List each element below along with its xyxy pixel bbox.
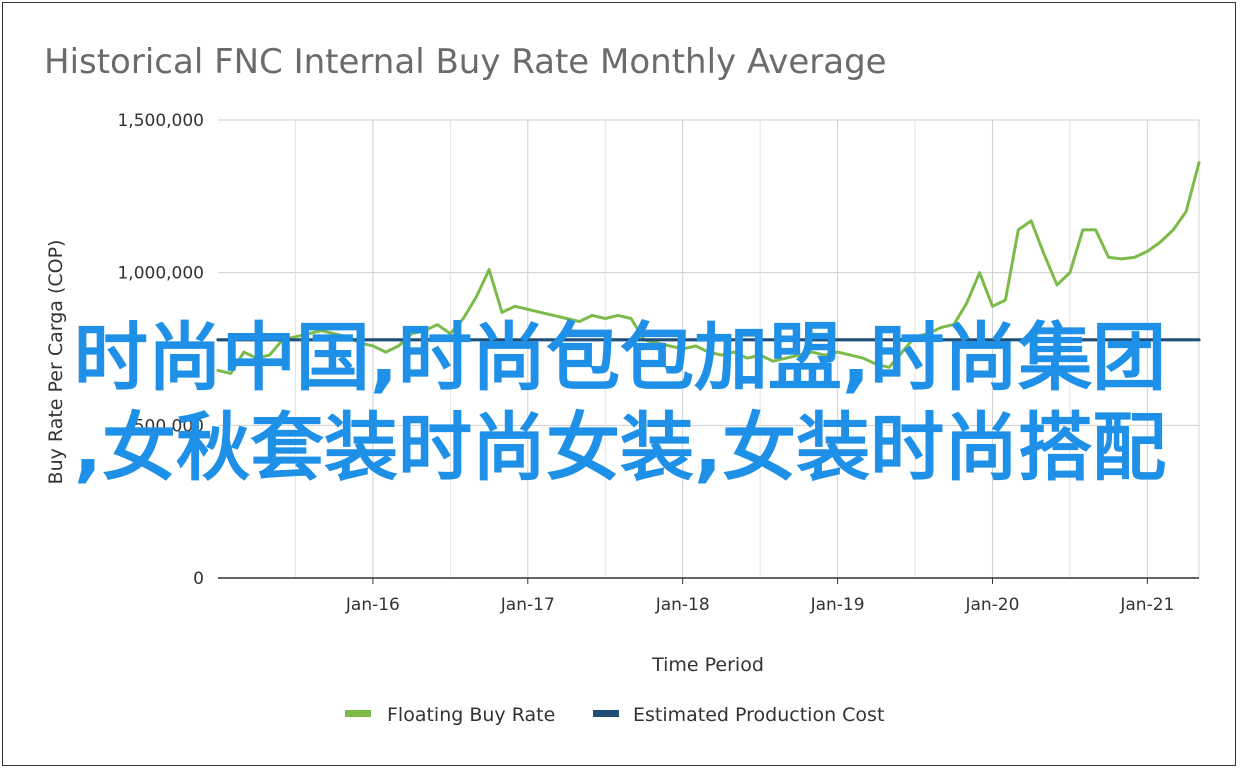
- legend-swatch: [593, 710, 619, 717]
- x-tick-label: Jan-16: [345, 595, 400, 615]
- x-tick-label: Jan-21: [1119, 595, 1174, 615]
- overlay-watermark-line-2: ,女秋套装时尚女装,女装时尚搭配: [73, 405, 1167, 491]
- y-tick-label: 0: [193, 569, 204, 589]
- y-tick-label: 1,000,000: [117, 264, 204, 284]
- x-tick-label: Jan-20: [964, 595, 1019, 615]
- horizontal-gridlines: [218, 119, 1199, 426]
- series-line-floating-buy-rate: [216, 161, 1201, 375]
- vertical-gridlines: [294, 120, 1200, 578]
- y-axis-tick-labels: 0 500,000 1,000,000 1,500,000: [117, 111, 204, 589]
- x-tick-label: Jan-17: [500, 595, 555, 615]
- x-axis-title: Time Period: [651, 654, 764, 676]
- legend: Floating Buy Rate Estimated Production Co…: [345, 704, 884, 726]
- y-axis-title: Buy Rate Per Carga (COP): [45, 240, 67, 485]
- x-tick-label: Jan-18: [655, 595, 710, 615]
- legend-label: Estimated Production Cost: [633, 704, 884, 726]
- x-tick-label: Jan-19: [810, 595, 865, 615]
- overlay-watermark-line-1: 时尚中国,时尚包包加盟,时尚集团: [73, 315, 1167, 401]
- legend-swatch: [345, 710, 371, 717]
- y-tick-label: 1,500,000: [117, 111, 204, 131]
- y-tick-label: 500,000: [134, 416, 204, 436]
- x-axis-tick-labels: Jan-16 Jan-17 Jan-18 Jan-19 Jan-20 Jan-21: [345, 578, 1174, 615]
- series-layer: [216, 161, 1201, 375]
- legend-label: Floating Buy Rate: [387, 704, 555, 726]
- chart-title: Historical FNC Internal Buy Rate Monthly…: [44, 42, 887, 82]
